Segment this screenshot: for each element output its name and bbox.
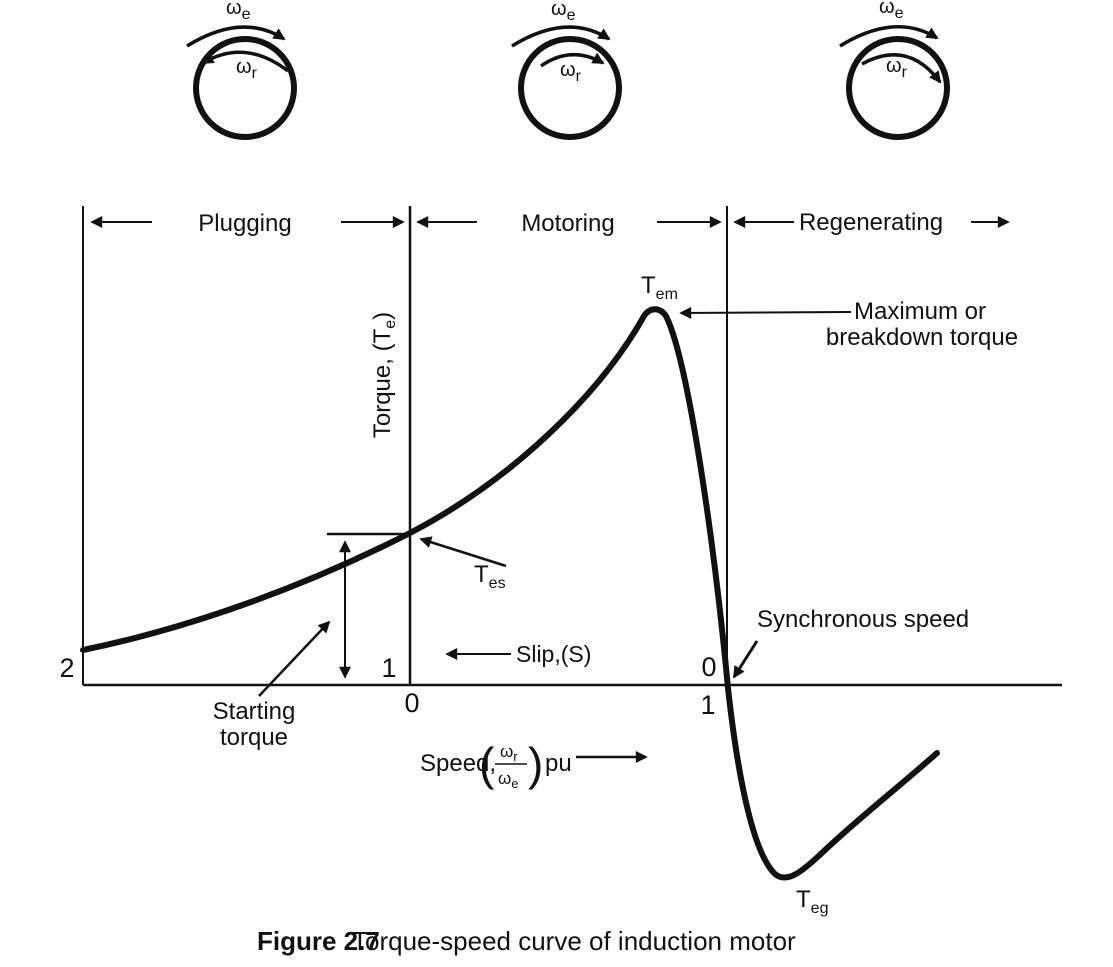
starting-torque-annotation-line1: Starting (213, 698, 296, 725)
max-torque-arrow (679, 306, 852, 319)
speed-label-unit: pu (545, 750, 572, 777)
starting-torque-annotation-line2: torque (220, 724, 288, 751)
tem-label: Tem (641, 272, 678, 303)
speed-label-prefix: Speed, (420, 750, 496, 777)
teg-label: Teg (796, 886, 828, 917)
rotor-diagram-regenerating: ωe ωr (839, 0, 950, 140)
slip-axis-label: Slip,(S) (516, 641, 591, 667)
speed-label-open-paren: ( (479, 738, 495, 790)
region-label-regenerating: Regenerating (799, 209, 943, 236)
omega-e-label: ωe (551, 0, 576, 24)
tes-label: Tes (474, 561, 506, 592)
speed-tick-0: 0 (404, 688, 419, 718)
speed-axis-label: Speed, ( ωr ωe ) pu (420, 738, 572, 791)
tes-arrow (419, 536, 507, 568)
omega-e-label: ωe (226, 0, 251, 23)
omega-r-arrow (861, 53, 942, 84)
rotor-circle (518, 36, 622, 140)
sync-speed-annotation: Synchronous speed (757, 606, 969, 633)
caption-text: Torque-speed curve of induction motor (352, 926, 796, 956)
rotor-diagram-plugging: ωe ωr (186, 0, 297, 140)
speed-label-close-paren: ) (528, 738, 543, 790)
rotor-circle (193, 36, 297, 140)
starting-torque-arrow (258, 620, 331, 697)
rotor-circle (846, 36, 950, 140)
omega-r-label: ωr (236, 56, 258, 82)
speed-label-numerator: ωr (500, 742, 518, 764)
sync-speed-arrow (732, 640, 759, 679)
speed-tick-1: 1 (700, 690, 715, 720)
omega-r-arrow (539, 52, 605, 68)
rotor-diagram-motoring: ωe ωr (511, 0, 622, 140)
omega-e-arrow (839, 25, 939, 48)
torque-axis-label: Torque, (Te) (369, 312, 399, 438)
omega-r-label: ωr (560, 59, 582, 85)
omega-e-label: ωe (879, 0, 904, 22)
max-torque-annotation-line1: Maximum or (854, 298, 986, 325)
omega-e-arrow (511, 25, 611, 48)
caption-figure-number: Figure 2.7 (257, 926, 380, 956)
region-label-motoring: Motoring (521, 210, 614, 237)
omega-r-label: ωr (886, 55, 908, 81)
max-torque-annotation-line2: breakdown torque (826, 324, 1018, 351)
region-header: Plugging Motoring Regenerating (90, 209, 1010, 237)
omega-r-arrow (201, 50, 290, 73)
speed-label-denominator: ωe (498, 769, 519, 791)
region-label-plugging: Plugging (198, 210, 291, 237)
torque-speed-curve (80, 306, 940, 881)
omega-e-arrow (186, 25, 286, 48)
slip-tick-2: 2 (59, 653, 74, 683)
slip-tick-0: 0 (701, 652, 716, 682)
slip-tick-1: 1 (381, 653, 396, 683)
